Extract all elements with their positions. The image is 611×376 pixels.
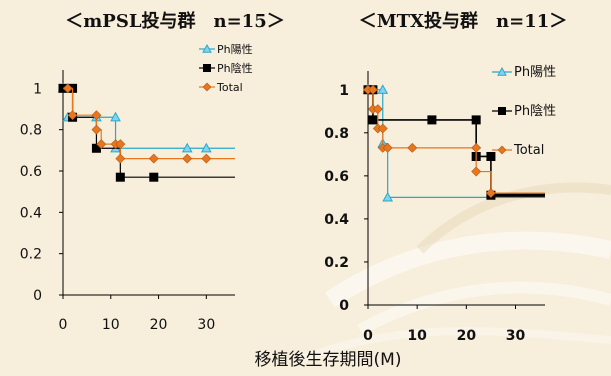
data-point — [149, 172, 159, 182]
legend-item: Total — [492, 143, 544, 158]
data-point — [382, 142, 393, 153]
y-tick-label: 0.2 — [20, 247, 42, 263]
data-point — [485, 188, 496, 199]
x-tick-label: 20 — [457, 328, 477, 344]
data-point — [62, 83, 73, 94]
y-tick-label: 0.2 — [324, 255, 349, 271]
y-tick-label: 0.6 — [20, 164, 42, 180]
data-point — [182, 153, 193, 164]
data-point — [115, 139, 126, 150]
data-point — [367, 84, 378, 95]
x-tick-label: 30 — [506, 328, 526, 344]
legend-label: Ph陰性 — [514, 104, 556, 119]
data-point — [407, 142, 418, 153]
data-point — [200, 142, 212, 153]
data-point — [148, 153, 159, 164]
data-point — [91, 124, 102, 135]
y-tick-label: 0.6 — [324, 169, 349, 185]
data-point — [377, 84, 389, 94]
legend-label: Total — [216, 81, 243, 94]
y-tick-label: 0.4 — [20, 205, 42, 221]
data-point — [471, 115, 481, 125]
data-point — [368, 115, 378, 125]
legend-label: Ph陽性 — [217, 42, 253, 56]
legend-label: Total — [513, 143, 544, 158]
data-point — [181, 142, 193, 153]
x-tick-label: 10 — [407, 328, 427, 344]
x-tick-label: 20 — [150, 317, 168, 333]
legend-marker — [202, 82, 212, 92]
y-tick-label: 1 — [339, 83, 349, 99]
x-tick-label: 0 — [363, 328, 373, 344]
legend-item: Total — [199, 81, 243, 94]
data-point — [96, 139, 107, 150]
data-point — [377, 123, 388, 134]
data-point — [486, 151, 496, 161]
data-point — [115, 153, 126, 164]
y-tick-label: 0.4 — [324, 212, 349, 228]
legend-marker — [203, 64, 211, 72]
data-point — [91, 110, 102, 121]
data-point — [382, 191, 394, 202]
legend-item: Ph陽性 — [492, 65, 556, 80]
series-total — [62, 83, 235, 164]
data-point — [471, 166, 482, 177]
x-tick-label: 0 — [59, 317, 68, 333]
y-tick-label: 0 — [33, 288, 42, 304]
data-point — [201, 153, 212, 164]
legend-marker — [497, 145, 507, 155]
data-point — [110, 111, 121, 122]
legend-marker — [498, 107, 506, 115]
legend-label: Ph陰性 — [217, 61, 253, 75]
chart-title: ＜MTX投与群 n=11＞ — [359, 10, 568, 32]
y-tick-label: 0.8 — [20, 123, 42, 139]
y-tick-label: 0.8 — [324, 126, 349, 142]
y-tick-label: 0 — [339, 298, 349, 314]
data-point — [372, 104, 383, 115]
legend-item: Ph陰性 — [492, 104, 556, 119]
legend-marker — [202, 43, 212, 53]
data-point — [115, 172, 125, 182]
series-total — [363, 84, 545, 199]
legend-item: Ph陰性 — [199, 61, 253, 75]
y-tick-label: 1 — [33, 81, 42, 97]
chart-title: ＜mPSL投与群 n=15＞ — [65, 10, 284, 32]
data-point — [67, 110, 78, 121]
data-point — [427, 115, 437, 125]
data-point — [91, 143, 101, 153]
legend-marker — [497, 66, 507, 76]
data-point — [471, 142, 482, 153]
x-tick-label: 30 — [197, 317, 215, 333]
x-tick-label: 10 — [102, 317, 120, 333]
legend-label: Ph陽性 — [514, 65, 556, 80]
legend-item: Ph陽性 — [199, 42, 253, 56]
x-axis-label: 移植後生存期間(M) — [255, 350, 402, 370]
